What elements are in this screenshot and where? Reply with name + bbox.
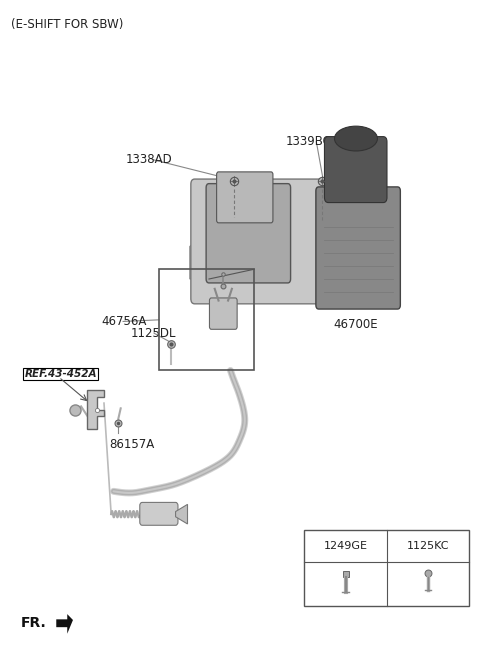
FancyBboxPatch shape [206, 184, 290, 283]
Text: 1125KC: 1125KC [407, 541, 449, 551]
Polygon shape [56, 614, 73, 634]
Bar [304, 531, 469, 605]
Ellipse shape [335, 126, 377, 151]
Polygon shape [312, 240, 321, 279]
Text: 86157A: 86157A [109, 438, 154, 451]
Text: 1249GE: 1249GE [324, 541, 368, 551]
Text: (E-SHIFT FOR SBW): (E-SHIFT FOR SBW) [11, 18, 123, 31]
Polygon shape [176, 504, 188, 524]
Text: 1339BC: 1339BC [285, 135, 331, 148]
Text: 1125DL: 1125DL [130, 327, 176, 340]
Text: FR.: FR. [21, 616, 46, 630]
Polygon shape [87, 390, 104, 429]
Text: REF.43-452A: REF.43-452A [24, 369, 97, 379]
Bar [159, 269, 254, 371]
Text: 46756A: 46756A [102, 315, 147, 328]
FancyBboxPatch shape [216, 172, 273, 223]
Text: 1338AD: 1338AD [125, 153, 172, 166]
FancyBboxPatch shape [316, 187, 400, 309]
FancyBboxPatch shape [209, 298, 237, 329]
Polygon shape [190, 240, 199, 279]
FancyBboxPatch shape [191, 179, 323, 304]
FancyBboxPatch shape [324, 136, 387, 203]
Text: 46700E: 46700E [333, 318, 378, 331]
FancyBboxPatch shape [140, 502, 178, 525]
